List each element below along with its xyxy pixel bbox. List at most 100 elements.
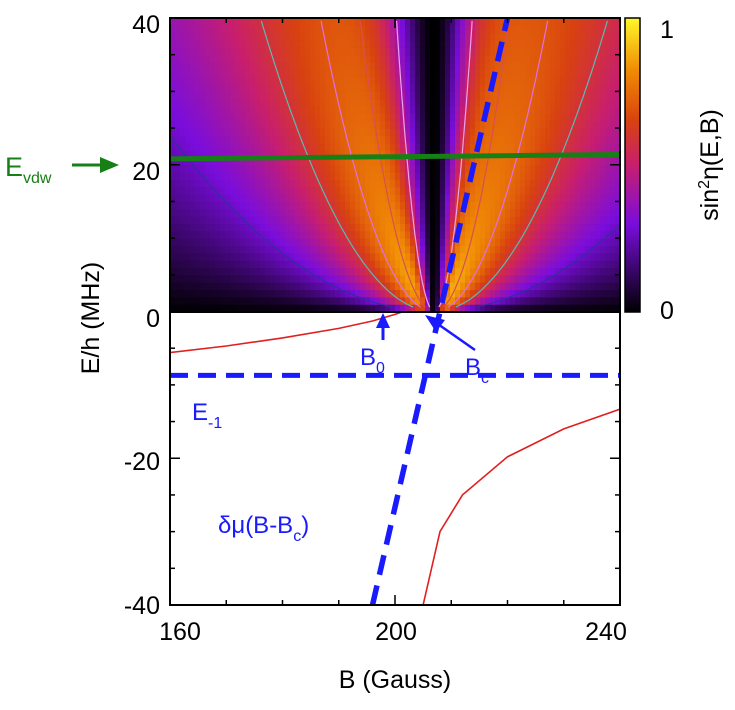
heatmap-cell xyxy=(555,194,561,203)
heatmap-cell xyxy=(365,172,371,181)
heatmap-cell xyxy=(195,216,201,225)
heatmap-cell xyxy=(195,150,201,159)
heatmap-cell xyxy=(580,223,586,232)
heatmap-cell xyxy=(445,98,451,107)
heatmap-cell xyxy=(570,201,576,210)
heatmap-cell xyxy=(555,260,561,269)
heatmap-cell xyxy=(435,289,441,298)
heatmap-cell xyxy=(485,282,491,291)
heatmap-cell xyxy=(275,120,281,129)
heatmap-cell xyxy=(385,54,391,63)
heatmap-cell xyxy=(485,201,491,210)
heatmap-cell xyxy=(405,76,411,85)
heatmap-cell xyxy=(200,113,206,122)
heatmap-cell xyxy=(290,216,296,225)
heatmap-cell xyxy=(220,179,226,188)
heatmap-cell xyxy=(355,18,361,26)
heatmap-cell xyxy=(295,69,301,78)
heatmap-cell xyxy=(460,267,466,276)
heatmap-cell xyxy=(610,282,616,291)
heatmap-cell xyxy=(175,18,181,26)
heatmap-cell xyxy=(280,274,286,283)
heatmap-cell xyxy=(570,84,576,92)
heatmap-cell xyxy=(605,120,611,129)
heatmap-cell xyxy=(320,282,326,291)
heatmap-cell xyxy=(220,76,226,85)
heatmap-cell xyxy=(490,142,496,151)
heatmap-cell xyxy=(555,186,561,195)
heatmap-cell xyxy=(405,201,411,210)
heatmap-cell xyxy=(230,142,236,151)
heatmap-cell xyxy=(340,142,346,151)
heatmap-cell xyxy=(320,296,326,305)
heatmap-cell xyxy=(615,91,621,100)
heatmap-cell xyxy=(285,296,291,305)
heatmap-cell xyxy=(240,172,246,181)
heatmap-cell xyxy=(320,47,326,56)
heatmap-cell xyxy=(200,267,206,276)
heatmap-cell xyxy=(395,91,401,100)
heatmap-cell xyxy=(560,135,566,144)
heatmap-cell xyxy=(370,84,376,92)
heatmap-cell xyxy=(255,289,261,298)
heatmap-cell xyxy=(280,304,286,313)
heatmap-cell xyxy=(325,186,331,195)
heatmap-cell xyxy=(480,40,486,48)
heatmap-cell xyxy=(605,69,611,78)
heatmap-cell xyxy=(400,150,406,159)
heatmap-cell xyxy=(410,304,416,313)
heatmap-cell xyxy=(570,40,576,48)
heatmap-cell xyxy=(575,18,581,26)
heatmap-cell xyxy=(260,296,266,305)
heatmap-cell xyxy=(510,260,516,269)
heatmap-cell xyxy=(370,260,376,269)
heatmap-cell xyxy=(575,201,581,210)
heatmap-cell xyxy=(265,164,271,173)
heatmap-cell xyxy=(275,76,281,85)
heatmap-cell xyxy=(505,32,511,41)
heatmap-cell xyxy=(390,260,396,269)
heatmap-cell xyxy=(185,98,191,107)
heatmap-cell xyxy=(180,267,186,276)
contour-line xyxy=(396,20,431,308)
heatmap-cell xyxy=(270,113,276,122)
heatmap-cell xyxy=(255,113,261,122)
heatmap-cell xyxy=(285,120,291,129)
heatmap-cell xyxy=(540,274,546,283)
heatmap-cell xyxy=(180,304,186,313)
heatmap-cell xyxy=(290,304,296,313)
heatmap-cell xyxy=(515,106,521,114)
heatmap-cell xyxy=(325,62,331,70)
heatmap-cell xyxy=(360,245,366,254)
heatmap-cell xyxy=(245,76,251,85)
heatmap-cell xyxy=(240,40,246,48)
heatmap-cell xyxy=(540,282,546,291)
heatmap-cell xyxy=(205,54,211,63)
heatmap-cell xyxy=(595,142,601,151)
heatmap-cell xyxy=(605,179,611,188)
heatmap-cell xyxy=(440,135,446,144)
heatmap-cell xyxy=(485,54,491,63)
heatmap-cell xyxy=(370,230,376,239)
heatmap-cell xyxy=(405,150,411,159)
heatmap-cell xyxy=(240,296,246,305)
heatmap-cell xyxy=(400,223,406,232)
heatmap-cell xyxy=(515,245,521,254)
heatmap-cell xyxy=(525,164,531,173)
heatmap-cell xyxy=(455,25,461,34)
heatmap-cell xyxy=(350,223,356,232)
heatmap-cell xyxy=(580,245,586,254)
heatmap-cell xyxy=(495,260,501,269)
heatmap-cell xyxy=(365,179,371,188)
heatmap-cell xyxy=(400,25,406,34)
heatmap-cell xyxy=(235,164,241,173)
heatmap-cell xyxy=(210,179,216,188)
heatmap-cell xyxy=(570,142,576,151)
heatmap-cell xyxy=(485,289,491,298)
heatmap-cell xyxy=(265,54,271,63)
heatmap-cell xyxy=(240,106,246,114)
heatmap-cell xyxy=(310,260,316,269)
heatmap-cell xyxy=(585,164,591,173)
heatmap-cell xyxy=(555,25,561,34)
heatmap-cell xyxy=(605,230,611,239)
